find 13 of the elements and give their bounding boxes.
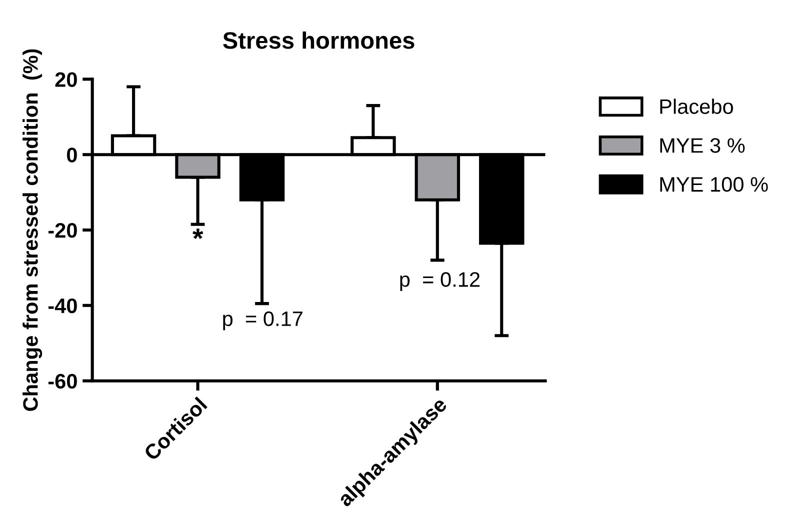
chart-title: Stress hormones	[223, 32, 414, 49]
annotation: *	[192, 228, 204, 239]
y-tick-label: -60	[48, 374, 77, 389]
legend-label: Placebo	[660, 98, 733, 114]
y-tick-label: 20	[55, 72, 77, 87]
y-tick-label: -40	[48, 298, 77, 314]
annotation: p = 0.12	[400, 272, 480, 292]
y-tick-label: 0	[66, 148, 77, 162]
annotation: p = 0.17	[223, 311, 302, 330]
y-axis-title: Change from stressed condition (%)	[22, 49, 42, 411]
legend-label: MYE 100 %	[660, 177, 768, 192]
legend-label: MYE 3 %	[660, 138, 745, 153]
y-tick-label: -20	[48, 223, 77, 238]
